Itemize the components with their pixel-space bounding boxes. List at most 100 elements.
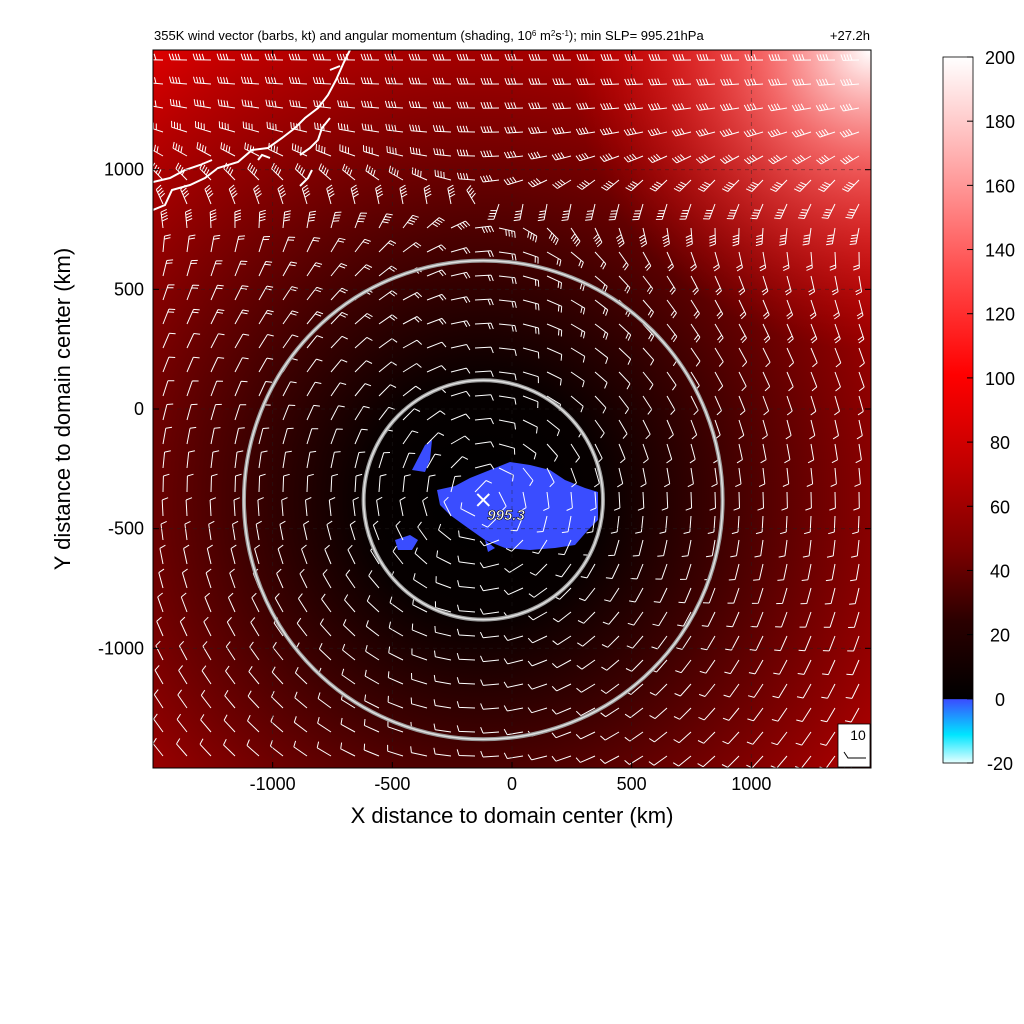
wind-barb <box>834 395 840 416</box>
colorbar-tick-label: 80 <box>990 433 1010 453</box>
wind-barb <box>498 443 516 455</box>
wind-barb <box>747 683 764 698</box>
wind-barb <box>601 659 620 671</box>
wind-barb <box>360 77 380 85</box>
wind-barb <box>666 395 676 415</box>
wind-barb <box>714 299 724 320</box>
wind-barb <box>726 611 740 628</box>
wind-barb <box>378 213 393 229</box>
wind-barb <box>675 635 692 650</box>
wind-barb <box>234 404 247 421</box>
wind-barb <box>186 234 196 253</box>
wind-barb <box>368 570 380 589</box>
wind-barb <box>666 443 673 464</box>
wind-barb <box>364 694 380 709</box>
wind-barb <box>402 291 423 301</box>
wind-barb <box>232 520 239 541</box>
wind-barb <box>319 618 332 637</box>
wind-barb <box>816 78 836 86</box>
wind-barb <box>176 713 188 733</box>
wind-barb <box>230 544 237 565</box>
wind-barb <box>829 491 836 511</box>
wind-barb <box>434 169 452 181</box>
wind-barb <box>480 750 500 758</box>
wind-barb <box>768 154 788 165</box>
wind-barb <box>503 728 524 736</box>
wind-barb <box>618 395 630 415</box>
wind-barb <box>326 184 335 205</box>
wind-barb <box>594 251 607 270</box>
wind-barb <box>282 310 299 325</box>
wind-barb <box>845 203 860 219</box>
wind-barb <box>225 665 236 685</box>
wind-barb <box>546 467 555 488</box>
wind-barb <box>361 100 380 109</box>
wind-barb <box>317 692 332 709</box>
wind-barb <box>528 78 548 85</box>
wind-barb <box>743 128 764 138</box>
wind-barb <box>786 395 793 416</box>
wind-barb <box>513 203 524 222</box>
wind-barb <box>479 608 500 615</box>
wind-barb <box>576 659 596 670</box>
wind-barb <box>186 308 200 325</box>
wind-barb <box>833 299 840 320</box>
reference-barb-label: 10 <box>850 727 866 743</box>
wind-barb <box>786 323 794 344</box>
wind-barb <box>426 293 447 301</box>
wind-barb <box>330 382 347 397</box>
wind-barb <box>258 473 266 493</box>
wind-barb <box>193 99 212 109</box>
wind-barb <box>434 625 452 637</box>
wind-barb <box>271 690 284 709</box>
wind-barb <box>749 635 764 651</box>
y-tick-label: 0 <box>134 399 144 419</box>
wind-barb <box>629 587 644 603</box>
wind-barb <box>771 731 788 746</box>
wind-barb <box>696 78 716 86</box>
wind-barb <box>522 371 539 384</box>
wind-barb <box>599 153 620 162</box>
wind-barb <box>817 179 836 192</box>
colorbar-tick-label: 40 <box>990 561 1010 581</box>
wind-barb <box>291 143 308 157</box>
wind-barb <box>580 563 596 579</box>
wind-barb <box>575 127 596 135</box>
wind-barb <box>218 121 236 133</box>
wind-barb <box>426 365 447 373</box>
wind-barb <box>576 683 596 693</box>
wind-barb <box>677 611 692 627</box>
wind-barb <box>498 419 516 430</box>
wind-barb <box>504 53 523 61</box>
wind-barb <box>474 346 494 354</box>
wind-barb <box>624 102 644 111</box>
wind-barb <box>775 611 788 628</box>
wind-barb <box>223 162 236 181</box>
wind-barb <box>828 515 836 535</box>
wind-barb <box>153 122 164 133</box>
wind-barb <box>180 184 190 205</box>
wind-barb <box>426 432 445 445</box>
colorbar <box>942 56 974 764</box>
wind-barb <box>750 203 764 220</box>
wind-barb <box>594 371 608 389</box>
wind-barb <box>666 371 677 391</box>
wind-barb <box>586 515 596 534</box>
wind-barb <box>536 515 548 533</box>
wind-barb <box>294 691 308 709</box>
wind-barb <box>411 672 428 685</box>
wind-barb <box>162 403 174 421</box>
wind-barb <box>810 347 818 368</box>
wind-barb <box>605 563 620 579</box>
wind-barb <box>480 655 500 663</box>
wind-barb <box>649 179 668 192</box>
wind-barb <box>240 53 260 61</box>
wind-barb <box>450 367 471 374</box>
wind-barb <box>723 683 740 698</box>
wind-barb <box>153 143 164 157</box>
wind-barb <box>626 635 644 649</box>
wind-barb <box>354 451 366 469</box>
wind-barb <box>738 347 748 368</box>
wind-barb <box>721 179 740 192</box>
colorbar-tick-label: 200 <box>985 48 1015 68</box>
